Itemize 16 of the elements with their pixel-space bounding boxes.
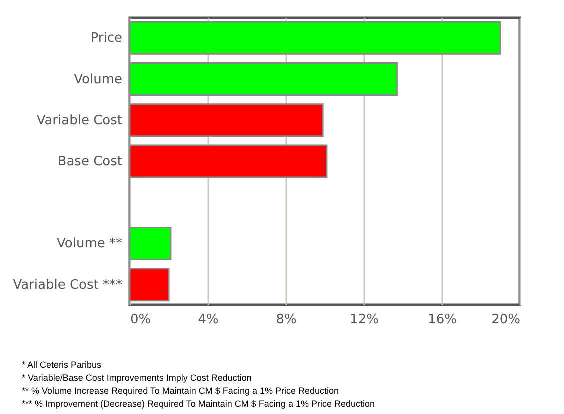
y-tick-label: Base Cost: [58, 154, 122, 170]
x-tick-label: 12%: [350, 312, 379, 328]
text: *** % Improvement (Decrease) Required To Maintain CM $ Facing a 1% Price Reduction: [22, 398, 376, 411]
y-tick-label: Variable Cost: [36, 113, 122, 128]
x-tick-label: 8%: [276, 312, 297, 328]
x-tick-label: 16%: [428, 312, 457, 328]
x-tick-label: 0%: [130, 312, 152, 328]
x-tick-label: 4%: [198, 312, 219, 328]
text: * Variable/Base Cost Improvements Imply Cost Reduction: [22, 372, 253, 385]
y-tick-label: Volume **: [57, 236, 123, 252]
y-tick-label: Price: [90, 31, 122, 46]
text: * All Ceteris Paribus: [22, 359, 103, 372]
y-tick-label: Volume: [74, 72, 122, 88]
text: ** % Volume Increase Required To Maintain CM $ Facing a 1% Price Reduction: [22, 385, 340, 398]
x-tick-label: 20%: [492, 312, 520, 328]
y-tick-label: Variable Cost ***: [13, 278, 123, 293]
